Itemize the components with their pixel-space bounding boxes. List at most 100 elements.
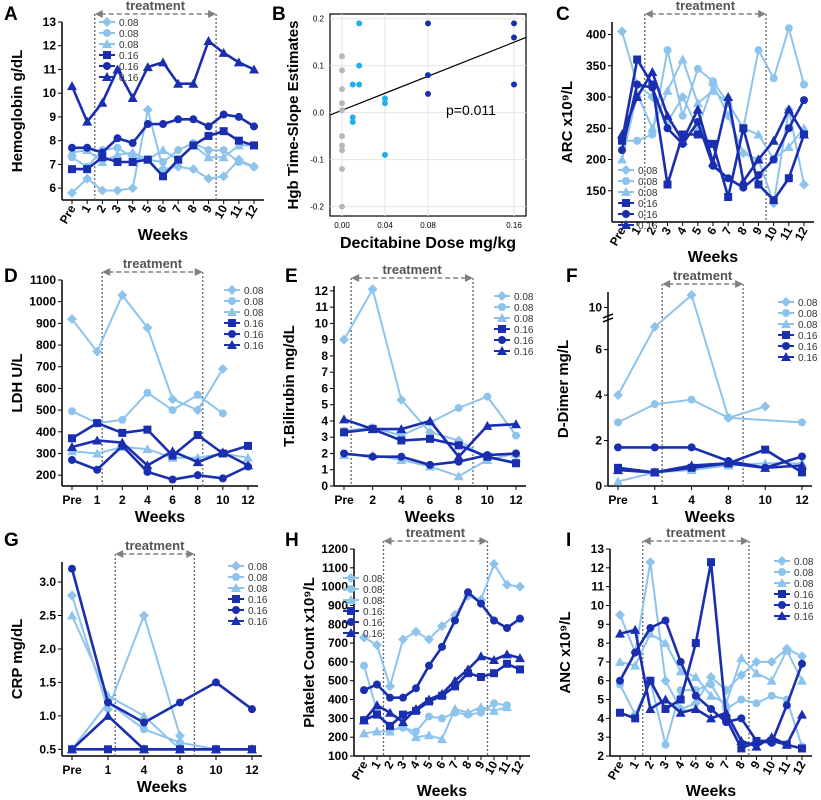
legend-marker (621, 187, 631, 196)
data-point (723, 458, 734, 468)
y-tick-label: 900 (328, 598, 348, 612)
data-point (454, 403, 463, 412)
data-point (159, 172, 167, 181)
data-point (382, 151, 388, 158)
data-point (615, 628, 625, 638)
data-point (766, 675, 777, 685)
legend-marker (782, 309, 790, 317)
data-point (690, 703, 701, 713)
data-point (783, 104, 794, 114)
data-point (127, 92, 138, 102)
data-point (686, 290, 697, 301)
x-tick-label: Pre (334, 493, 354, 507)
data-point (367, 284, 378, 295)
x-tick-label: 0.16 (506, 221, 522, 230)
data-point (425, 661, 433, 670)
data-point (67, 81, 77, 91)
y-tick-label: 8 (49, 134, 56, 148)
data-point (766, 732, 777, 742)
data-point (661, 704, 670, 713)
legend-label: 0.16 (798, 353, 818, 364)
y-tick-label: 400 (328, 693, 348, 707)
data-point (204, 122, 213, 131)
legend-label: 0.08 (244, 286, 264, 297)
legend-label: 0.16 (794, 590, 814, 601)
data-point (453, 471, 464, 481)
data-point (490, 699, 498, 708)
data-point (781, 645, 792, 655)
treatment-arrow-head (735, 280, 744, 288)
data-point (67, 441, 77, 451)
x-tick-label: 0.08 (420, 221, 436, 230)
x-tick-label: 4 (688, 493, 695, 507)
x-tick-label: 3 (659, 224, 675, 237)
legend-marker (782, 342, 790, 350)
legend-label: 0.16 (794, 601, 814, 612)
data-point (613, 476, 623, 486)
data-point (675, 707, 686, 717)
data-point (159, 158, 167, 167)
data-point (663, 180, 672, 189)
data-point (339, 107, 345, 114)
data-point (707, 704, 715, 713)
data-point (760, 401, 771, 412)
data-point (97, 157, 108, 167)
treatment-arrow-head (758, 10, 767, 18)
data-point (97, 97, 108, 107)
legend-marker (228, 319, 236, 327)
y-tick-label: 1000 (29, 295, 56, 309)
treatment-label: treatment (382, 262, 442, 277)
legend-marker (227, 285, 237, 295)
data-point (483, 392, 492, 401)
x-tick-label: 4 (141, 763, 148, 777)
data-point (613, 465, 623, 475)
data-point (113, 143, 122, 152)
data-point (502, 649, 512, 659)
data-point (754, 171, 763, 180)
series-line (617, 462, 802, 483)
y-tick-label: 3 (321, 430, 328, 444)
treatment-arrow-head (208, 10, 217, 18)
data-point (340, 449, 348, 458)
data-point (647, 123, 658, 133)
data-point (800, 80, 808, 89)
legend-label: 0.16 (363, 607, 383, 618)
data-point (516, 665, 524, 674)
data-point (633, 55, 642, 64)
legend-label: 0.16 (244, 330, 264, 341)
data-point (98, 148, 107, 157)
data-point (143, 467, 152, 476)
x-tick-label: Pre (349, 758, 371, 782)
data-point (724, 413, 733, 422)
series-6 (67, 435, 253, 470)
panel-G: G 0.5 1.0 1.5 2.0 2.5 3.0 Pre 1 4 8 10 12 CRP mg/dL We… (4, 530, 268, 796)
data-point (139, 710, 149, 720)
data-point (118, 428, 127, 437)
y-tick-label: 7 (321, 365, 328, 379)
y-tick-label: 3.0 (39, 575, 56, 589)
legend-label: 0.08 (119, 29, 139, 40)
series-1 (67, 290, 228, 416)
data-point (339, 133, 345, 140)
data-point (396, 424, 407, 434)
data-point (437, 688, 447, 698)
x-tick-label: 2 (641, 758, 657, 771)
data-point (678, 111, 687, 120)
data-point (515, 581, 525, 592)
legend-label: 0.08 (119, 40, 139, 51)
x-axis-title: Weeks (417, 783, 468, 800)
data-point (218, 47, 229, 57)
data-point (615, 656, 625, 666)
data-point (693, 64, 702, 73)
data-point (398, 717, 408, 727)
data-point (631, 714, 640, 723)
data-point (411, 703, 421, 713)
series-5 (616, 616, 806, 747)
data-point (174, 146, 183, 155)
panel-letter: D (4, 266, 18, 287)
x-tick-label: 2 (119, 493, 126, 507)
data-point (751, 668, 762, 678)
data-point (356, 81, 363, 88)
y-tick-label: 700 (328, 636, 348, 650)
legend-label: 0.16 (798, 331, 818, 342)
